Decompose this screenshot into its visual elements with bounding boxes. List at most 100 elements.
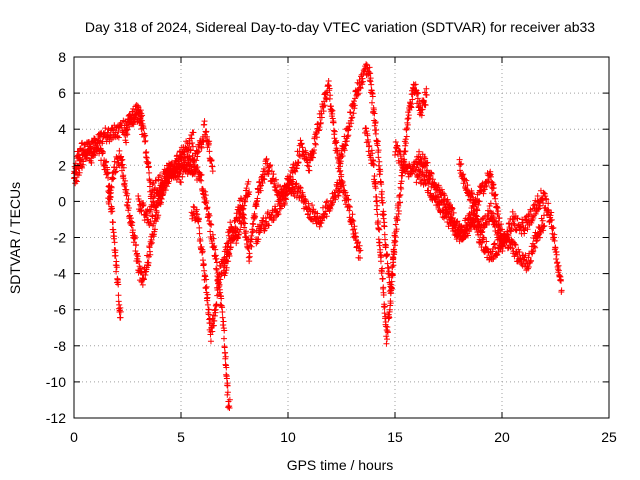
data-point bbox=[157, 172, 164, 179]
data-point bbox=[138, 113, 145, 120]
data-point bbox=[532, 244, 539, 251]
data-point bbox=[204, 301, 211, 308]
data-point bbox=[381, 223, 388, 230]
data-point bbox=[448, 215, 455, 222]
x-tick-label: 0 bbox=[70, 429, 78, 445]
data-point bbox=[422, 155, 429, 162]
data-point bbox=[349, 226, 356, 233]
data-point bbox=[359, 78, 366, 85]
data-point bbox=[257, 187, 264, 194]
data-point bbox=[154, 197, 161, 204]
data-point bbox=[329, 107, 336, 114]
data-point bbox=[400, 157, 407, 164]
data-point bbox=[163, 170, 170, 177]
data-point bbox=[246, 258, 253, 265]
data-point bbox=[398, 185, 405, 192]
data-point bbox=[198, 171, 205, 178]
data-point bbox=[384, 329, 391, 336]
data-point bbox=[190, 157, 197, 164]
data-point bbox=[120, 164, 127, 171]
data-point bbox=[245, 190, 252, 197]
data-point bbox=[151, 193, 158, 200]
data-point bbox=[380, 211, 387, 218]
data-point bbox=[419, 169, 426, 176]
data-point bbox=[211, 253, 218, 260]
data-point bbox=[412, 167, 419, 174]
data-point bbox=[341, 147, 348, 154]
data-point bbox=[539, 217, 546, 224]
data-point bbox=[213, 255, 220, 262]
data-point bbox=[426, 178, 433, 185]
data-point bbox=[314, 210, 321, 217]
data-point bbox=[217, 276, 224, 283]
data-point bbox=[404, 125, 411, 132]
y-tick-label: 4 bbox=[58, 121, 66, 137]
data-point bbox=[510, 220, 517, 227]
data-point bbox=[198, 177, 205, 184]
data-point bbox=[282, 183, 289, 190]
data-point bbox=[211, 243, 218, 250]
data-point bbox=[205, 306, 212, 313]
data-point bbox=[213, 265, 220, 272]
data-point bbox=[530, 248, 537, 255]
data-point bbox=[240, 211, 247, 218]
data-point bbox=[138, 269, 145, 276]
data-point bbox=[324, 198, 331, 205]
data-point bbox=[382, 242, 389, 249]
data-point bbox=[499, 226, 505, 233]
data-point bbox=[186, 155, 193, 162]
data-point bbox=[530, 215, 537, 222]
data-point bbox=[262, 225, 269, 232]
data-point bbox=[433, 189, 440, 196]
data-point bbox=[418, 112, 425, 119]
data-point bbox=[254, 195, 261, 202]
data-point bbox=[384, 336, 391, 343]
data-point bbox=[116, 307, 123, 314]
data-point bbox=[227, 219, 234, 226]
data-point bbox=[165, 178, 172, 185]
data-point bbox=[135, 103, 142, 110]
data-point bbox=[384, 251, 391, 258]
data-point bbox=[374, 138, 381, 145]
data-point bbox=[225, 404, 232, 411]
data-point bbox=[109, 219, 116, 226]
data-point bbox=[375, 154, 382, 161]
data-point bbox=[115, 134, 122, 141]
data-point bbox=[320, 108, 327, 115]
data-point bbox=[490, 210, 497, 217]
data-point bbox=[140, 125, 147, 132]
data-point bbox=[495, 227, 502, 234]
data-point bbox=[344, 192, 351, 199]
data-point bbox=[535, 206, 542, 213]
data-point bbox=[147, 251, 154, 258]
data-point bbox=[372, 179, 379, 186]
data-point bbox=[215, 284, 222, 291]
data-point bbox=[408, 104, 415, 111]
data-point bbox=[386, 268, 393, 275]
data-point bbox=[209, 168, 216, 175]
data-point bbox=[292, 168, 299, 175]
data-point bbox=[512, 242, 519, 249]
data-point bbox=[326, 85, 333, 92]
data-point bbox=[401, 159, 408, 166]
data-point bbox=[196, 148, 203, 155]
data-point bbox=[139, 281, 146, 288]
data-point bbox=[542, 193, 549, 200]
x-axis-label: GPS time / hours bbox=[287, 457, 394, 473]
data-point bbox=[509, 208, 516, 215]
data-point bbox=[225, 258, 232, 265]
data-point bbox=[230, 235, 237, 242]
data-point bbox=[387, 300, 394, 307]
data-point bbox=[417, 102, 424, 109]
data-point bbox=[280, 192, 287, 199]
data-point bbox=[199, 257, 206, 264]
data-point bbox=[435, 182, 442, 189]
data-point bbox=[372, 119, 379, 126]
data-point bbox=[245, 178, 252, 185]
data-point bbox=[96, 140, 103, 147]
data-point bbox=[76, 157, 83, 164]
data-point bbox=[388, 285, 395, 292]
data-point bbox=[140, 202, 147, 209]
data-point bbox=[397, 191, 404, 198]
data-point bbox=[424, 159, 431, 166]
